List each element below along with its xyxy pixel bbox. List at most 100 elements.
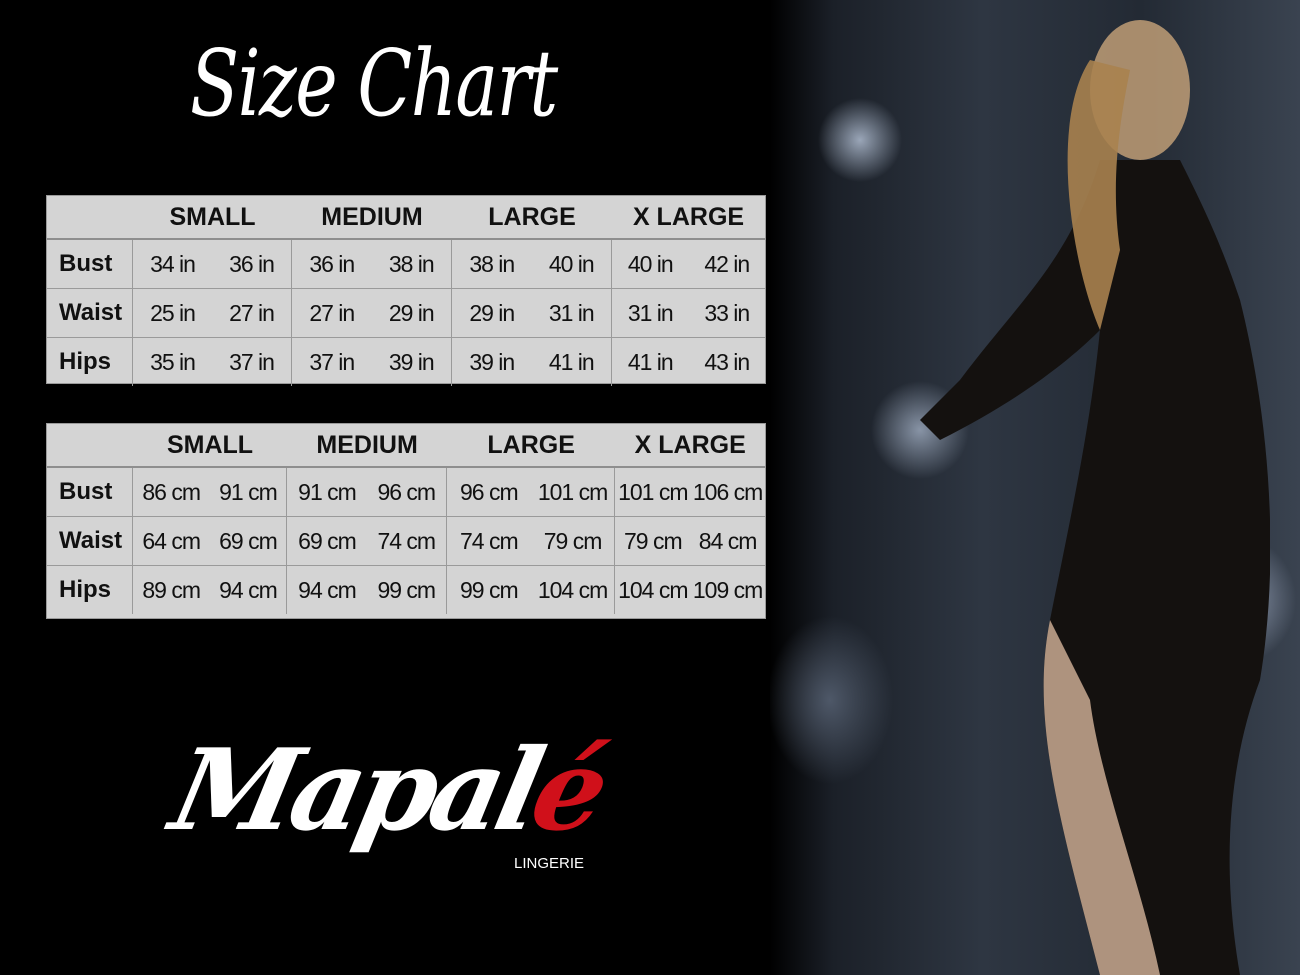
- header-row: SMALL MEDIUM LARGE X LARGE: [47, 424, 765, 468]
- measurement-label: Bust: [47, 240, 133, 288]
- measurement-value: 96 cm: [459, 478, 519, 505]
- measurement-value: 38 in: [388, 250, 435, 277]
- size-group: 40 in 42 in: [612, 240, 765, 288]
- size-group: 37 in 39 in: [292, 338, 452, 386]
- measurement-value: 27 in: [229, 299, 275, 326]
- measurement-value: 96 cm: [377, 478, 436, 505]
- size-group: 69 cm 74 cm: [287, 517, 447, 565]
- measurement-value: 79 cm: [543, 527, 603, 554]
- measurement-value: 91 cm: [298, 478, 357, 505]
- model-silhouette: [920, 20, 1270, 975]
- size-group: 101 cm 106 cm: [615, 468, 765, 516]
- measurement-value: 29 in: [388, 299, 435, 326]
- measurement-value: 35 in: [150, 348, 196, 375]
- measurement-value: 101 cm: [618, 478, 688, 505]
- measurement-value: 36 in: [229, 250, 275, 277]
- size-group: 99 cm 104 cm: [447, 566, 616, 614]
- size-group: 31 in 33 in: [612, 289, 765, 337]
- size-group: 64 cm 69 cm: [133, 517, 288, 565]
- size-group: 35 in 37 in: [133, 338, 292, 386]
- size-group: 86 cm 91 cm: [133, 468, 288, 516]
- brand-name: Mapal: [161, 725, 549, 856]
- measurement-value: 94 cm: [298, 576, 357, 603]
- size-group: 34 in 36 in: [133, 240, 292, 288]
- measurement-value: 106 cm: [692, 478, 763, 505]
- size-header: MEDIUM: [316, 430, 418, 459]
- measurement-value: 42 in: [704, 250, 750, 277]
- size-group: 25 in 27 in: [133, 289, 292, 337]
- measurement-value: 74 cm: [377, 527, 436, 554]
- measurement-value: 99 cm: [377, 576, 436, 603]
- table-row: Bust 34 in 36 in 36 in 38 in 38 in 40 in 40 in 4…: [47, 240, 765, 289]
- measurement-value: 101 cm: [537, 478, 608, 505]
- measurement-value: 40 in: [548, 250, 595, 277]
- header-row: SMALL MEDIUM LARGE X LARGE: [47, 196, 765, 240]
- size-group: 104 cm 109 cm: [615, 566, 765, 614]
- size-group: 27 in 29 in: [292, 289, 452, 337]
- measurement-value: 69 cm: [219, 527, 278, 554]
- size-group: 79 cm 84 cm: [615, 517, 765, 565]
- size-table-cm: SMALL MEDIUM LARGE X LARGE Bust 86 cm 91 cm 91 …: [46, 423, 766, 619]
- measurement-value: 31 in: [548, 299, 595, 326]
- table-row: Hips 89 cm 94 cm 94 cm 99 cm 99 cm 104 cm 104 c…: [47, 566, 765, 614]
- table-row: Bust 86 cm 91 cm 91 cm 96 cm 96 cm 101 cm 101 c…: [47, 468, 765, 517]
- size-group: 94 cm 99 cm: [287, 566, 447, 614]
- measurement-label: Waist: [47, 517, 133, 565]
- measurement-value: 64 cm: [142, 527, 201, 554]
- size-header: X LARGE: [634, 430, 746, 459]
- measurement-value: 84 cm: [698, 527, 758, 554]
- product-photo: [770, 0, 1300, 975]
- measurement-value: 43 in: [704, 348, 750, 375]
- size-header: SMALL: [166, 430, 254, 459]
- brand-subtitle: LINGERIE: [514, 855, 585, 872]
- measurement-value: 104 cm: [537, 576, 608, 603]
- size-group: 74 cm 79 cm: [447, 517, 616, 565]
- measurement-value: 86 cm: [142, 478, 201, 505]
- size-header: SMALL: [169, 202, 256, 231]
- measurement-value: 27 in: [309, 299, 355, 326]
- size-group: 89 cm 94 cm: [133, 566, 288, 614]
- measurement-value: 91 cm: [219, 478, 278, 505]
- measurement-value: 25 in: [150, 299, 196, 326]
- measurement-value: 37 in: [229, 348, 275, 375]
- measurement-value: 40 in: [627, 250, 674, 277]
- measurement-value: 109 cm: [692, 576, 763, 603]
- measurement-value: 41 in: [548, 348, 595, 375]
- measurement-value: 99 cm: [459, 576, 519, 603]
- measurement-label: Hips: [47, 566, 133, 614]
- measurement-value: 74 cm: [459, 527, 519, 554]
- measurement-value: 79 cm: [624, 527, 683, 554]
- measurement-value: 39 in: [469, 348, 515, 375]
- size-group: 36 in 38 in: [292, 240, 452, 288]
- size-group: 38 in 40 in: [452, 240, 612, 288]
- table-row: Hips 35 in 37 in 37 in 39 in 39 in 41 in 41 in 4…: [47, 338, 765, 386]
- size-group: 29 in 31 in: [452, 289, 612, 337]
- measurement-value: 104 cm: [618, 576, 688, 603]
- table-row: Waist 64 cm 69 cm 69 cm 74 cm 74 cm 79 cm 79 cm…: [47, 517, 765, 566]
- page-title: Size Chart: [190, 30, 558, 137]
- size-table-inches: SMALL MEDIUM LARGE X LARGE Bust 34 in 36 in 36 …: [46, 195, 766, 386]
- measurement-label: Waist: [47, 289, 133, 337]
- measurement-value: 33 in: [704, 299, 750, 326]
- size-group: 41 in 43 in: [612, 338, 765, 386]
- measurement-value: 38 in: [469, 250, 515, 277]
- measurement-value: 89 cm: [142, 576, 201, 603]
- size-group: 39 in 41 in: [452, 338, 612, 386]
- measurement-label: Hips: [47, 338, 133, 386]
- measurement-value: 39 in: [388, 348, 435, 375]
- table-row: Waist 25 in 27 in 27 in 29 in 29 in 31 in 31 in…: [47, 289, 765, 338]
- size-group: 91 cm 96 cm: [287, 468, 447, 516]
- measurement-value: 37 in: [309, 348, 355, 375]
- size-header: X LARGE: [632, 202, 745, 231]
- brand-logo: Mapalé: [161, 725, 614, 856]
- measurement-value: 31 in: [627, 299, 674, 326]
- measurement-value: 41 in: [627, 348, 674, 375]
- measurement-value: 34 in: [150, 250, 196, 277]
- measurement-label: Bust: [47, 468, 133, 516]
- size-header: MEDIUM: [321, 202, 423, 231]
- size-header: LARGE: [487, 430, 575, 459]
- size-header: LARGE: [488, 202, 576, 231]
- measurement-value: 29 in: [469, 299, 515, 326]
- size-group: 96 cm 101 cm: [447, 468, 616, 516]
- measurement-value: 36 in: [309, 250, 355, 277]
